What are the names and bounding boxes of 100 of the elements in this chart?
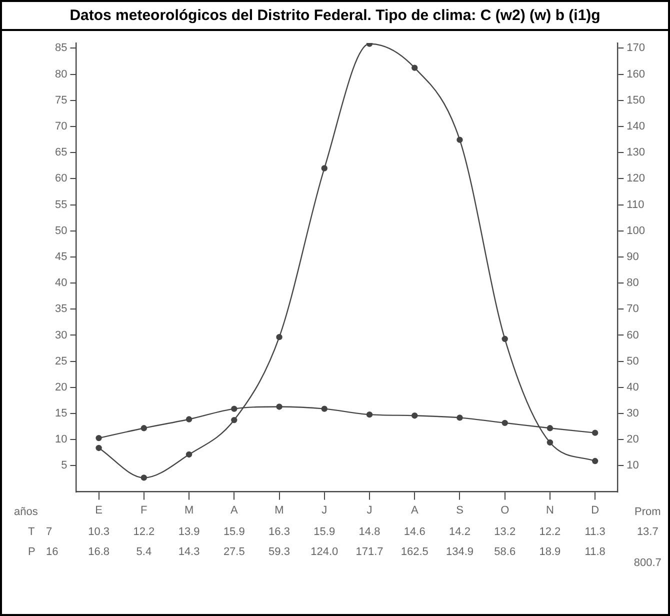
text: 800.7 (634, 556, 662, 569)
y-tick-label: 70 (54, 120, 68, 133)
point (96, 444, 102, 452)
y2-tick-label: 60 (626, 329, 639, 342)
point (321, 165, 328, 172)
y2-tick-label: 70 (626, 303, 639, 316)
point (140, 474, 148, 481)
text: 16 (46, 546, 58, 558)
data-label: 15.9 (314, 526, 336, 538)
y2-tick-label: 90 (626, 250, 639, 263)
point (186, 451, 192, 458)
y-tick-label: 10 (54, 434, 68, 446)
x-tick-label: F (140, 504, 148, 516)
x-tick-label: M (184, 504, 194, 516)
x-tick-label: J (322, 504, 328, 516)
y2-tick-label: 130 (626, 146, 646, 159)
y-tick-label: 65 (54, 146, 68, 159)
x-tick-label: M (274, 504, 284, 516)
y-tick-label: 20 (54, 381, 68, 394)
data-label: 15.9 (223, 526, 245, 538)
y2-tick-label: 50 (626, 355, 639, 368)
y-tick-label: 55 (54, 198, 68, 211)
data-label: 12.2 (133, 526, 155, 538)
data-label: 18.9 (539, 546, 561, 558)
point (456, 136, 463, 143)
data-label: 10.3 (88, 526, 110, 538)
y-tick-label: 40 (54, 277, 68, 290)
point (412, 64, 418, 71)
y2-tick-label: 20 (626, 434, 639, 446)
point (456, 414, 463, 421)
y-tick-label: 25 (54, 355, 68, 368)
data-label: 13.9 (178, 526, 200, 538)
y2-tick-label: 120 (626, 172, 646, 185)
point (502, 336, 508, 342)
x-tick-label: E (95, 504, 102, 516)
data-label: 16.8 (88, 546, 110, 558)
point (592, 430, 598, 436)
y-tick-label: 80 (54, 68, 68, 80)
text: Prom (634, 506, 661, 518)
point (231, 406, 238, 412)
point (592, 458, 598, 464)
data-label: 171.7 (356, 546, 384, 558)
y2-tick-label: 10 (626, 460, 639, 472)
y-tick-label: 50 (54, 224, 68, 237)
y2-tick-label: 100 (626, 224, 646, 237)
y2-tick-label: 80 (626, 277, 639, 290)
y-tick-label: 30 (54, 329, 68, 342)
data-label: 13.2 (494, 526, 516, 538)
data-label: 11.3 (584, 526, 606, 538)
y2-tick-label: 40 (626, 381, 639, 394)
text: T (28, 526, 35, 538)
point (96, 434, 102, 442)
data-label: 14.3 (178, 546, 200, 558)
y2-tick-label: 30 (626, 408, 639, 420)
data-label: 14.6 (404, 526, 426, 538)
data-label: 27.5 (223, 546, 245, 558)
y-tick-label: 75 (54, 94, 68, 106)
chart-title: Datos meteorológicos del Distrito Federal. Tipo de clima: C (w2) (w) b (i1)g (2, 2, 668, 31)
data-label: 59.3 (268, 546, 290, 558)
point (186, 416, 192, 422)
text: 13.7 (636, 526, 658, 538)
y2-tick-label: 170 (626, 42, 646, 54)
point (321, 406, 328, 412)
point (366, 411, 373, 418)
x-tick-label: O (500, 504, 510, 516)
text: P (28, 546, 36, 558)
y-tick-label: 60 (54, 172, 68, 185)
y-tick-label: 45 (54, 250, 68, 263)
x-tick-label: D (591, 504, 600, 516)
data-label: 5.4 (136, 546, 152, 558)
text: años (14, 506, 38, 518)
x-tick-label: A (410, 504, 419, 516)
point (412, 412, 418, 419)
y2-tick-label: 110 (626, 198, 644, 211)
y2-tick-label: 160 (626, 68, 646, 80)
y-tick-label: 5 (61, 460, 68, 472)
data-label: 14.8 (358, 526, 380, 538)
point (546, 425, 554, 432)
data-label: 11.8 (584, 546, 606, 558)
y2-tick-label: 140 (626, 120, 646, 133)
point (276, 334, 282, 340)
y-tick-label: 85 (54, 42, 68, 54)
point (276, 404, 282, 410)
point (546, 439, 554, 446)
point (502, 420, 508, 426)
data-label: 16.3 (268, 526, 290, 538)
y2-tick-label: 150 (626, 94, 646, 106)
y-tick-label: 15 (54, 408, 68, 420)
point (140, 425, 148, 432)
data-label: 124.0 (310, 546, 338, 558)
data-label: 162.5 (400, 546, 428, 558)
data-label: 134.9 (446, 546, 474, 558)
data-label: 12.2 (539, 526, 561, 538)
x-tick-label: S (456, 504, 464, 516)
point (231, 416, 238, 424)
data-label: 14.2 (449, 526, 470, 538)
y-tick-label: 35 (54, 303, 68, 316)
data-label: 58.6 (494, 546, 516, 558)
x-tick-label: A (230, 504, 238, 516)
text: 7 (46, 526, 52, 538)
